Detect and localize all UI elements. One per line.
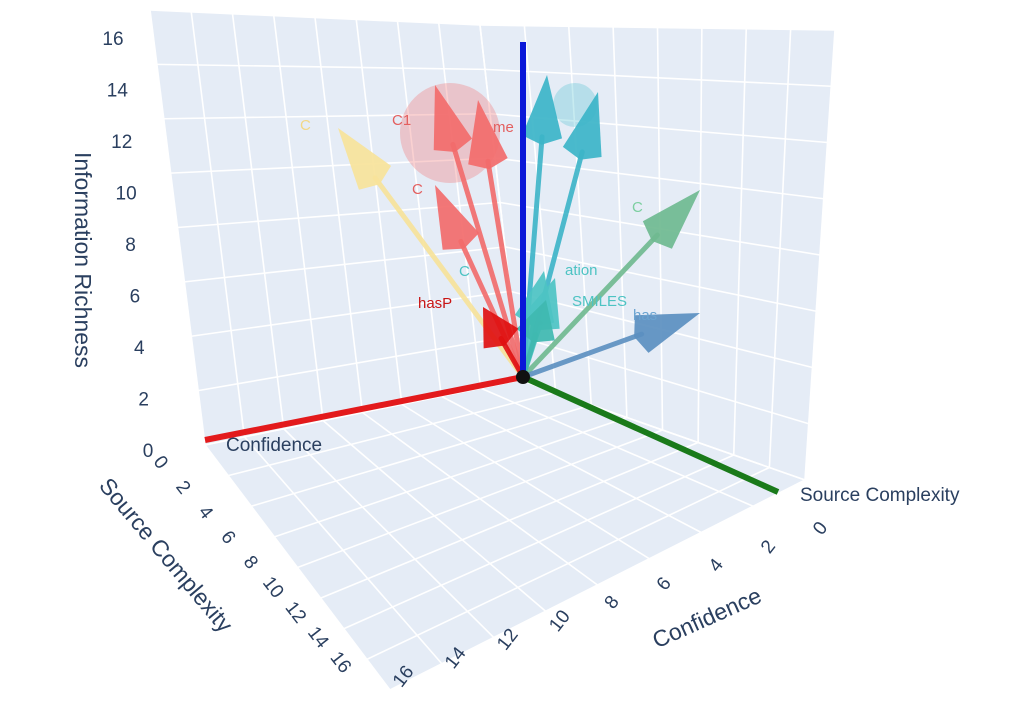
y-tick-label: 0	[809, 518, 832, 539]
grid-line	[149, 9, 481, 26]
vector-cone	[338, 128, 392, 190]
grid-line	[396, 21, 443, 397]
x-tick-label: 12	[281, 598, 311, 628]
grid-line	[362, 411, 598, 586]
y-tick-label: 2	[757, 536, 780, 557]
vector-cone	[435, 185, 480, 250]
grid-line	[320, 441, 699, 599]
grid-line	[479, 24, 836, 31]
grid-line	[437, 23, 482, 389]
x-axis-title: Source Complexity	[94, 473, 238, 638]
vector-label: has	[633, 307, 657, 324]
y-tick-label: 8	[601, 592, 624, 613]
grid-line	[314, 17, 364, 413]
grid-line	[440, 395, 702, 534]
z-tick-label: 8	[125, 235, 136, 256]
vector-label: C	[412, 181, 423, 198]
floor-plane	[205, 380, 805, 690]
x-tick-label: 2	[171, 477, 194, 498]
vector-cone	[642, 190, 700, 249]
vector-label: C	[459, 263, 470, 280]
z-tick-label: 10	[116, 184, 137, 205]
source-complexity-axis-label: Source Complexity	[800, 485, 960, 506]
grid-line	[366, 466, 770, 661]
grid-line	[389, 479, 806, 691]
vector-arrows: C C1 me C C C ation SMILES hasP has	[300, 42, 700, 384]
z-tick-label: 16	[102, 29, 123, 50]
vector-cone	[483, 307, 519, 349]
origin-marker	[516, 370, 530, 384]
vector-shaft	[485, 158, 526, 380]
x-tick-label: 4	[194, 502, 217, 524]
vector-label: hasP	[418, 295, 452, 312]
grid-line	[355, 19, 403, 405]
x-tick-label: 10	[258, 573, 288, 603]
grid-line	[343, 454, 735, 630]
vector-cone	[562, 92, 602, 160]
z-tick-label: 14	[107, 81, 129, 102]
z-tick-label: 2	[138, 390, 149, 411]
vector-cone	[433, 85, 473, 153]
vector-cone	[516, 300, 555, 343]
axis-lines	[204, 374, 780, 495]
y-tick-label: 6	[653, 573, 676, 594]
x-tick-label: 6	[216, 527, 239, 548]
z-tick-label: 4	[134, 338, 145, 359]
vector-shaft	[450, 141, 526, 380]
vector-label: me	[493, 119, 514, 136]
z-tick-label: 0	[143, 441, 154, 462]
vector-label: C	[300, 117, 311, 134]
grid-line	[768, 29, 792, 468]
vector-cone	[522, 75, 563, 145]
grid-line	[480, 387, 754, 507]
z-tick-label: 12	[111, 132, 132, 153]
vector-label: ation	[565, 262, 598, 279]
vector-label: C	[632, 199, 643, 216]
grid-line	[484, 68, 832, 88]
x-tick-label: 16	[326, 648, 356, 678]
grid-line	[170, 157, 496, 174]
back-wall-left	[150, 10, 520, 445]
grid-line	[401, 403, 650, 560]
grid-line	[156, 63, 486, 71]
vector-shaft	[520, 331, 645, 380]
grid-line	[732, 28, 748, 456]
z-axis-title: Information Richness	[70, 152, 96, 368]
vector-cone	[634, 313, 700, 353]
y-tick-label: 10	[545, 606, 575, 636]
z-tick-label: 6	[130, 287, 141, 308]
vector-label: C1	[392, 112, 411, 129]
grid-line	[697, 28, 703, 443]
vector-label: SMILES	[572, 293, 627, 310]
vector-shaft	[520, 232, 660, 380]
confidence-axis-line	[204, 374, 524, 443]
source-complexity-axis-line	[521, 374, 780, 495]
vector-shaft	[520, 134, 545, 380]
confidence-axis-label: Confidence	[226, 435, 322, 456]
y-tick-label: 4	[705, 555, 728, 577]
grid-line	[804, 29, 836, 481]
x-tick-label: 14	[303, 623, 333, 653]
x-tick-label: 8	[239, 552, 262, 573]
grid-line	[494, 157, 824, 200]
vector-cone	[468, 100, 508, 170]
